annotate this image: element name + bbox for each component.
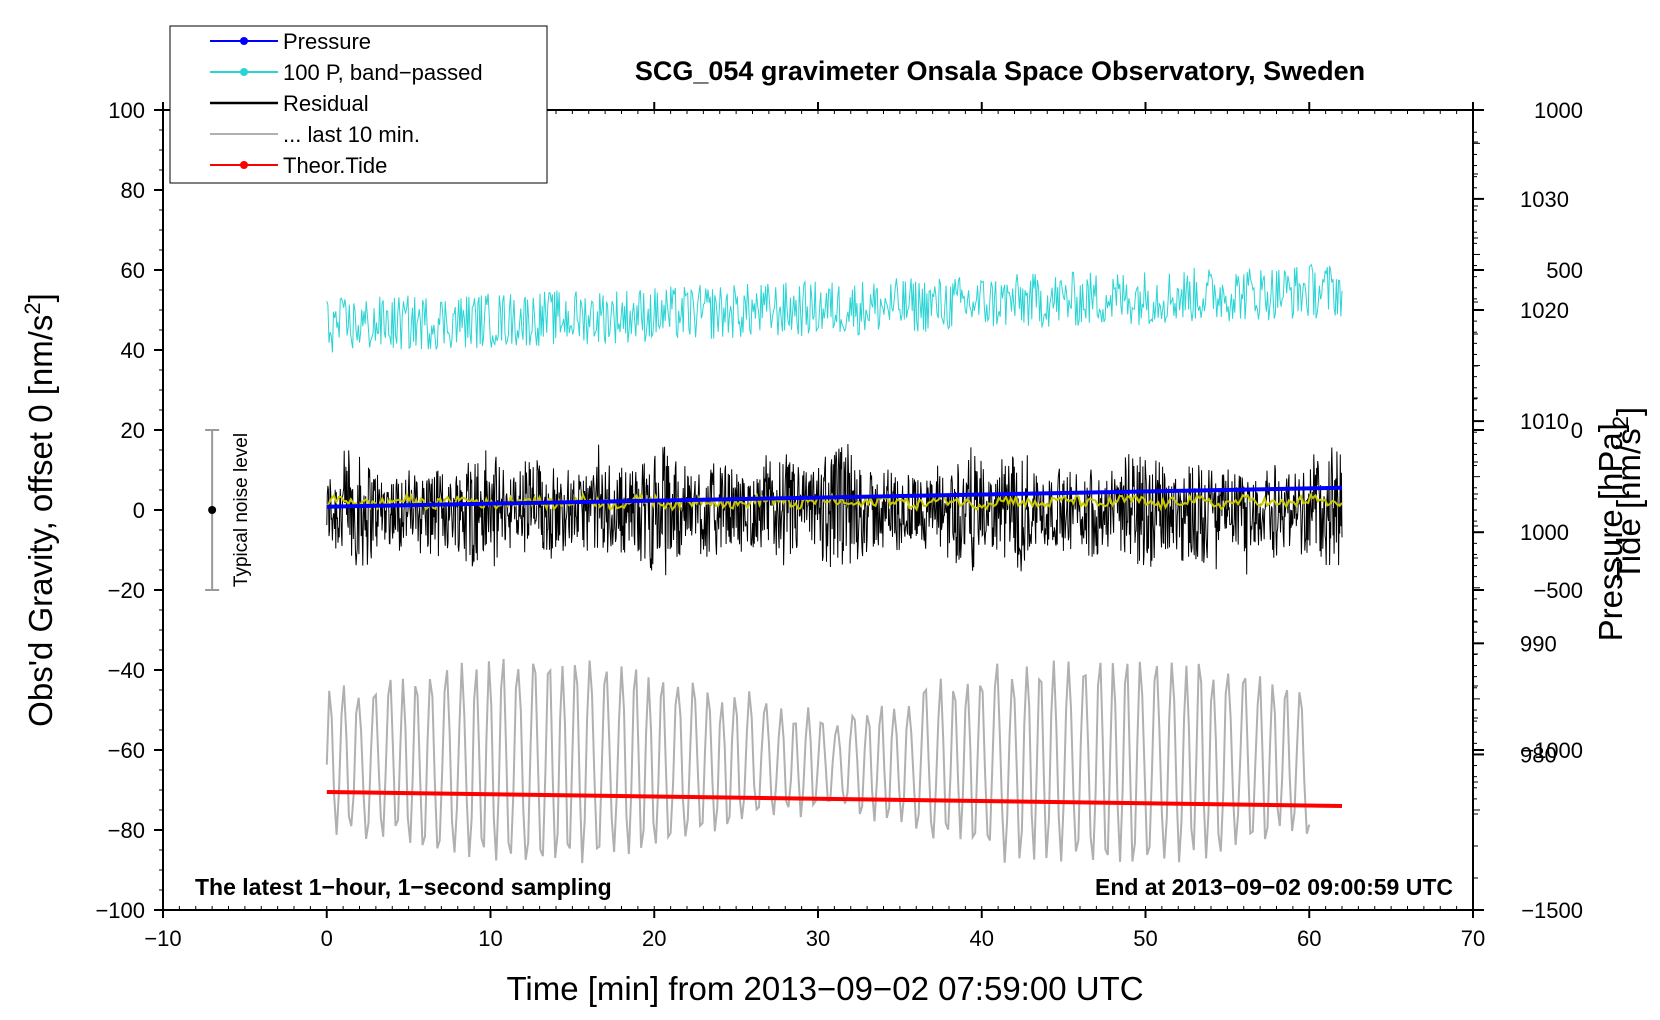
bandpassed-pressure-line <box>326 263 1343 353</box>
x-tick-label: 30 <box>806 926 830 951</box>
legend-box <box>169 25 548 184</box>
x-axis-label: Time [min] from 2013−09−02 07:59:00 UTC <box>506 970 1143 1007</box>
pressure-series-line <box>326 485 1343 509</box>
pressure-tick-label: 1030 <box>1520 187 1569 212</box>
theor-tide-line <box>326 790 1343 808</box>
x-tick-label: −10 <box>144 926 181 951</box>
y-tick-label: −80 <box>108 818 145 843</box>
noise-level-label: Typical noise level <box>231 433 252 587</box>
series-layer <box>325 263 1343 864</box>
y-axis-label: Obs'd Gravity, offset 0 [nm/s2] <box>20 293 59 727</box>
legend-label: Theor.Tide <box>283 153 387 178</box>
x-tick-label: 40 <box>970 926 994 951</box>
legend-label: Residual <box>283 91 369 116</box>
x-tick-label: 60 <box>1297 926 1321 951</box>
y-tick-label: 40 <box>121 338 145 363</box>
pressure-tick-label: 1010 <box>1520 409 1569 434</box>
y-tick-label: −40 <box>108 658 145 683</box>
legend-label: ... last 10 min. <box>283 122 420 147</box>
pressure-tick-label: 1020 <box>1520 298 1569 323</box>
tide-tick-label: 0 <box>1571 418 1583 443</box>
chart-title: SCG_054 gravimeter Onsala Space Observat… <box>635 56 1365 86</box>
y-tick-label: −100 <box>95 898 145 923</box>
y-tick-label: 60 <box>121 258 145 283</box>
x-tick-label: 20 <box>642 926 666 951</box>
y-tick-label: −60 <box>108 738 145 763</box>
annotation-bottom-right: End at 2013−09−02 09:00:59 UTC <box>1095 874 1453 900</box>
legend-marker <box>240 68 248 76</box>
y-tick-label: 100 <box>108 98 145 123</box>
x-tick-label: 70 <box>1461 926 1485 951</box>
noise-bar-center-dot <box>208 506 217 514</box>
x-tick-label: 10 <box>478 926 502 951</box>
x-tick-label: 50 <box>1133 926 1157 951</box>
legend-label: 100 P, band−passed <box>283 60 483 85</box>
last-10-min-line <box>325 658 1311 864</box>
pressure-tick-label: 990 <box>1520 631 1557 656</box>
text-layer: Typical noise level−10 0 10 20 30 40 50 60 70−10… <box>20 25 1647 1007</box>
tide-axis-label: Tide [nm/s2] <box>1608 407 1647 581</box>
residual-smoothed-line <box>326 492 1343 512</box>
tide-tick-label: −500 <box>1533 578 1583 603</box>
pressure-tick-label: 1000 <box>1520 520 1569 545</box>
legend-marker <box>240 161 248 169</box>
y-tick-label: 20 <box>121 418 145 443</box>
pressure-axis-label: Pressure [hPa] <box>1592 423 1629 641</box>
axes-layer <box>154 102 1484 918</box>
tide-tick-label: 1000 <box>1534 98 1583 123</box>
x-tick-label: 0 <box>321 926 333 951</box>
pressure-tick-label: 980 <box>1520 742 1557 767</box>
tide-tick-label: −1500 <box>1521 898 1583 923</box>
y-tick-label: 80 <box>121 178 145 203</box>
tide-tick-label: −1000 <box>1521 738 1583 763</box>
y-tick-label: −20 <box>108 578 145 603</box>
legend-marker <box>240 37 248 45</box>
residual-series-line <box>326 443 1343 576</box>
y-tick-label: 0 <box>133 498 145 523</box>
annotation-bottom-left: The latest 1−hour, 1−second sampling <box>195 874 612 900</box>
tide-tick-label: 500 <box>1546 258 1583 283</box>
legend-label: Pressure <box>283 29 371 54</box>
